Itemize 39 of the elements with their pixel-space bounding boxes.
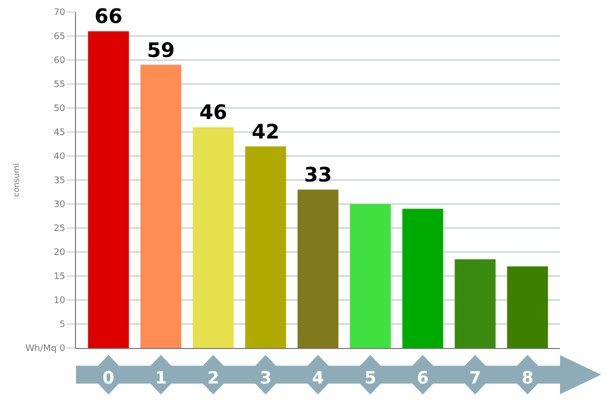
bar [350,204,391,348]
y-tick-label: 60 [54,56,66,66]
x-tick-label: 7 [469,368,482,388]
y-tick-label: 40 [54,152,66,162]
y-tick-label: Wh/Mq 0 [25,344,66,354]
bar [245,146,286,348]
bar [507,266,548,348]
x-tick-label: 4 [312,368,324,388]
x-tick-label: 3 [260,368,272,388]
y-tick-label: 35 [54,176,66,186]
x-tick-label: 5 [364,368,376,388]
data-label: 42 [252,119,280,144]
y-tick-label: 15 [54,272,66,282]
data-label: 46 [199,100,228,124]
bar [402,208,444,348]
y-tick-label: 25 [54,224,66,234]
y-tick-label: 30 [54,200,66,210]
x-tick-label: 8 [522,368,534,388]
x-tick-label: 0 [102,368,115,388]
y-tick-label: 10 [54,296,66,306]
x-tick-label: 2 [207,368,220,388]
y-tick-label: 65 [54,32,66,42]
bar [192,127,234,348]
y-tick-label: 70 [54,8,66,18]
bar [454,259,496,348]
x-tick-label: 1 [154,368,167,388]
x-tick-label: 6 [416,368,429,388]
bar [88,31,129,348]
bar [298,190,338,348]
bar [140,64,182,348]
y-tick-label: 20 [54,248,66,258]
data-label: 33 [304,162,332,187]
y-tick-label: 50 [54,104,66,114]
y-tick-label: 45 [54,128,66,138]
data-label: 59 [146,38,175,62]
y-tick-label: 5 [59,320,66,330]
y-tick-label: 55 [54,80,66,90]
data-label: 66 [94,4,122,28]
y-axis-title: consumi [12,163,22,197]
